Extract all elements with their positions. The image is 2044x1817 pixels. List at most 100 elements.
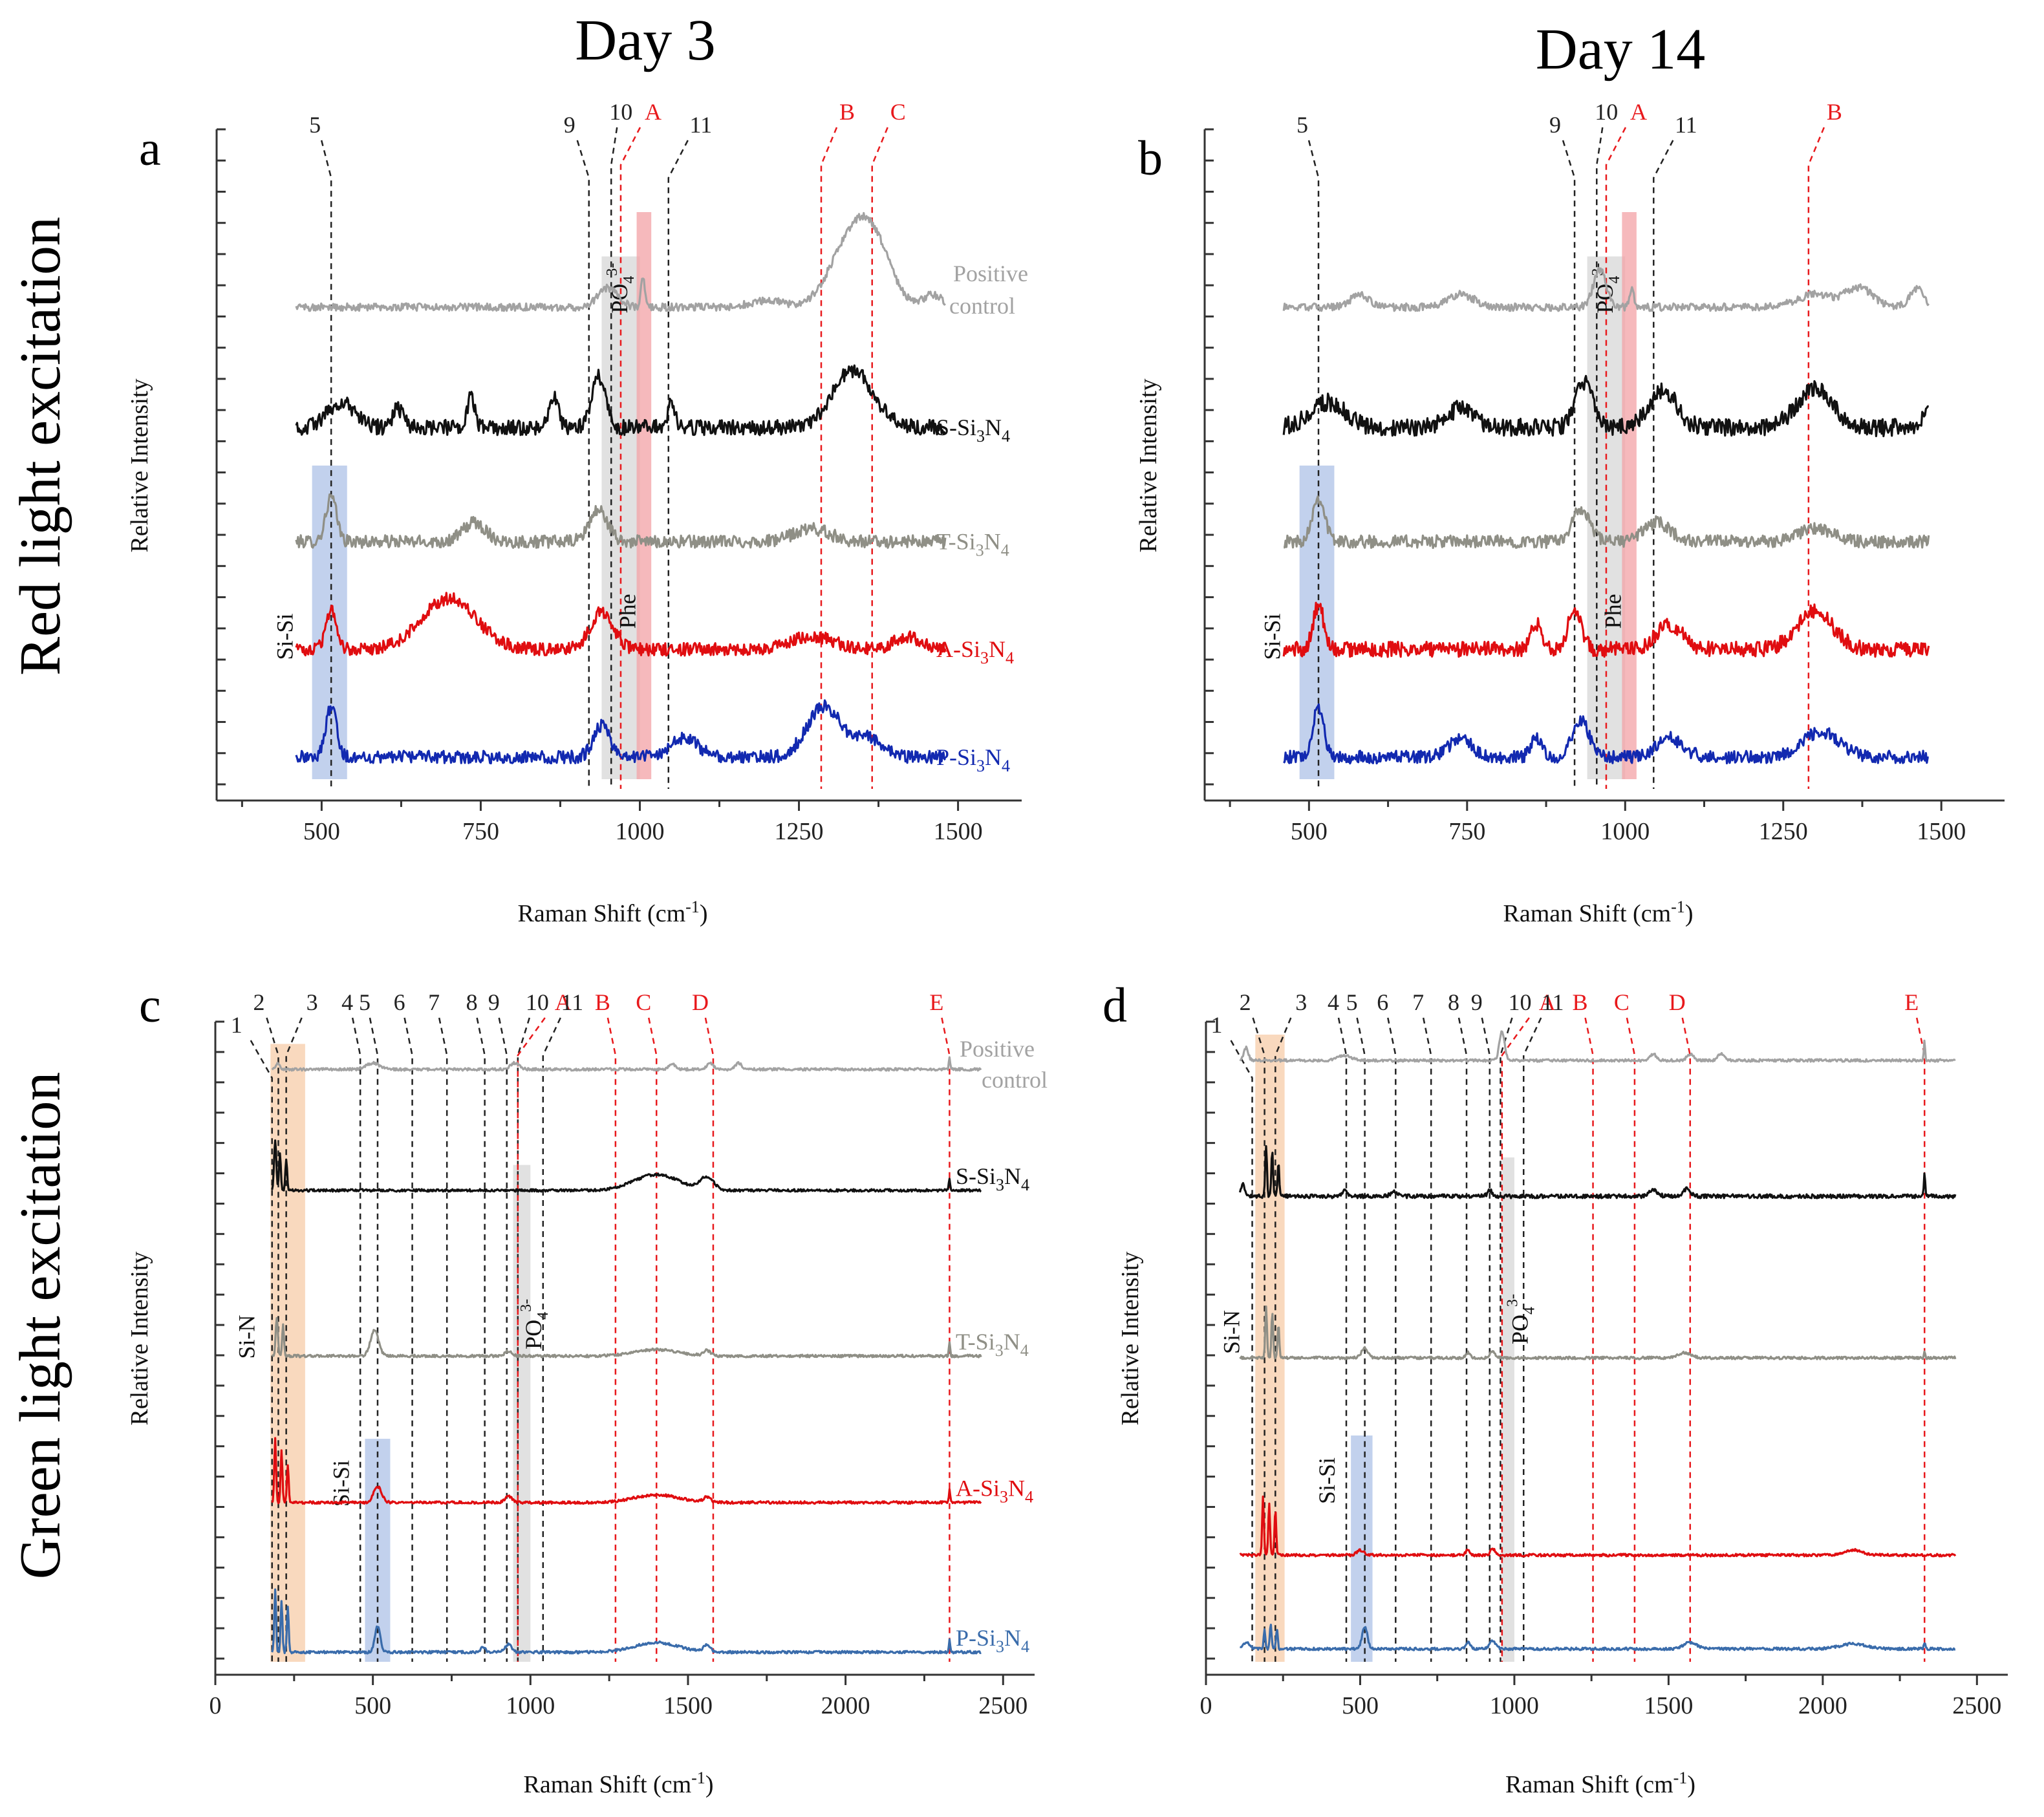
marker-label-C: C (636, 989, 651, 1015)
band-phe (636, 212, 652, 779)
marker-label-B: B (1573, 989, 1588, 1015)
y-axis-title: Relative Intensity (1135, 378, 1162, 552)
x-tick-label: 2000 (1798, 1692, 1847, 1719)
marker-line-9 (498, 1017, 508, 1662)
marker-label-5: 5 (309, 112, 321, 138)
marker-line-8 (476, 1017, 486, 1662)
marker-line-A (1605, 127, 1627, 789)
series-line-s (1238, 1145, 1957, 1199)
panel-c: 0 500 1000 1500 2000 2500 Relative Intensity Ra… (126, 978, 1048, 1798)
marker-line-B (1807, 127, 1825, 789)
series-label-t: T-Si3N4 (936, 529, 1009, 560)
marker-label-A: A (1630, 99, 1647, 125)
series-line-positive-control (1282, 266, 1930, 312)
series-label-positive-control-2: control (949, 293, 1015, 319)
band-label-po4: PO43- (1504, 1294, 1538, 1344)
band-label-po4: PO43- (518, 1299, 552, 1349)
series-line-t (1283, 495, 1930, 550)
series-line-p-green (271, 1588, 982, 1655)
series-line-positive-control (1239, 1030, 1956, 1063)
series-line-p-red (1283, 703, 1929, 765)
panel-a: 500 750 1000 1250 1500 Relative Intensity Rama… (126, 99, 1028, 927)
marker-label-B: B (1827, 99, 1842, 125)
band-po4-3- (513, 1165, 531, 1662)
marker-label-9: 9 (564, 112, 576, 138)
marker-label-A: A (555, 989, 572, 1015)
series-label-a: A-Si3N4 (936, 636, 1014, 667)
series-label-s: S-Si3N4 (956, 1163, 1029, 1194)
marker-line-8 (1458, 1017, 1468, 1662)
series-line-a (1282, 601, 1930, 658)
series-label-positive-control-2: control (982, 1067, 1048, 1093)
marker-label-8: 8 (466, 989, 478, 1015)
marker-label-A: A (1539, 989, 1556, 1015)
marker-line-C (1626, 1017, 1636, 1662)
marker-line-6 (1387, 1017, 1397, 1662)
series-line-a (1239, 1495, 1957, 1558)
marker-line-11 (667, 140, 689, 789)
marker-label-E: E (929, 989, 943, 1015)
x-tick-label: 1000 (615, 818, 664, 845)
series-label-p-red: P-Si3N4 (936, 744, 1010, 775)
marker-label-3: 3 (307, 989, 318, 1015)
marker-label-11: 11 (561, 989, 583, 1015)
marker-line-D (1681, 1017, 1692, 1662)
marker-line-9 (576, 140, 590, 789)
marker-line-7 (1422, 1017, 1432, 1662)
series-line-p-red (295, 699, 947, 765)
marker-label-7: 7 (1412, 989, 1424, 1015)
marker-line-C (871, 127, 888, 789)
marker-line-D (704, 1017, 715, 1662)
marker-label-A: A (645, 99, 662, 125)
series-label-a: A-Si3N4 (956, 1476, 1033, 1507)
marker-line-3 (285, 1017, 303, 1662)
row-title-green: Green light excitation (8, 1072, 72, 1580)
marker-line-9 (1562, 140, 1576, 789)
x-tick-label: 2000 (821, 1692, 870, 1719)
series-line-p-green (1240, 1624, 1956, 1651)
x-tick-label: 1500 (934, 818, 983, 845)
marker-label-10: 10 (1595, 99, 1618, 125)
band-label-po4: PO43- (1589, 263, 1623, 314)
x-axis-title: Raman Shift (cm-1) (1503, 898, 1694, 927)
x-tick-label: 1500 (1644, 1692, 1693, 1719)
marker-line-5 (320, 140, 332, 789)
band-si-n (270, 1044, 305, 1662)
panel-letter: d (1103, 978, 1127, 1033)
series-label-positive-control: Positive (960, 1036, 1035, 1062)
band-label-si-si: Si-Si (328, 1460, 354, 1507)
marker-label-4: 4 (341, 989, 353, 1015)
series-line-a (295, 592, 947, 657)
marker-label-3: 3 (1295, 989, 1307, 1015)
marker-line-B (607, 1017, 617, 1662)
band-phe (1622, 212, 1637, 779)
marker-label-2: 2 (253, 989, 264, 1015)
panel-letter: b (1138, 131, 1163, 186)
marker-line-6 (403, 1017, 413, 1662)
marker-label-C: C (1614, 989, 1630, 1015)
marker-line-11 (1522, 1017, 1542, 1662)
marker-line-C (648, 1017, 658, 1662)
panel-d: 0 500 1000 1500 2000 2500 Relative Intensity Ra… (1103, 978, 2008, 1798)
band-label-si-n: Si-N (233, 1315, 259, 1359)
x-tick-label: 2500 (1952, 1692, 2001, 1719)
marker-label-5: 5 (359, 989, 371, 1015)
marker-line-10 (1596, 127, 1604, 789)
marker-line-E (941, 1017, 951, 1662)
marker-label-10: 10 (1508, 989, 1531, 1015)
band-label-phe: Phe (1600, 594, 1626, 629)
marker-label-10: 10 (609, 99, 632, 125)
x-tick-label: 750 (462, 818, 499, 845)
series-line-s (295, 364, 947, 436)
marker-label-5: 5 (1296, 112, 1308, 138)
x-tick-label: 1000 (1490, 1692, 1539, 1719)
marker-line-7 (438, 1017, 448, 1662)
x-tick-label: 750 (1448, 818, 1485, 845)
marker-line-1 (1230, 1040, 1253, 1662)
x-tick-label: 1500 (663, 1692, 713, 1719)
y-axis-title: Relative Intensity (1117, 1251, 1144, 1425)
row-title-red: Red light excitation (8, 217, 72, 676)
y-axis-title: Relative Intensity (126, 378, 153, 552)
marker-line-2 (266, 1017, 279, 1662)
marker-line-3 (1275, 1017, 1292, 1662)
